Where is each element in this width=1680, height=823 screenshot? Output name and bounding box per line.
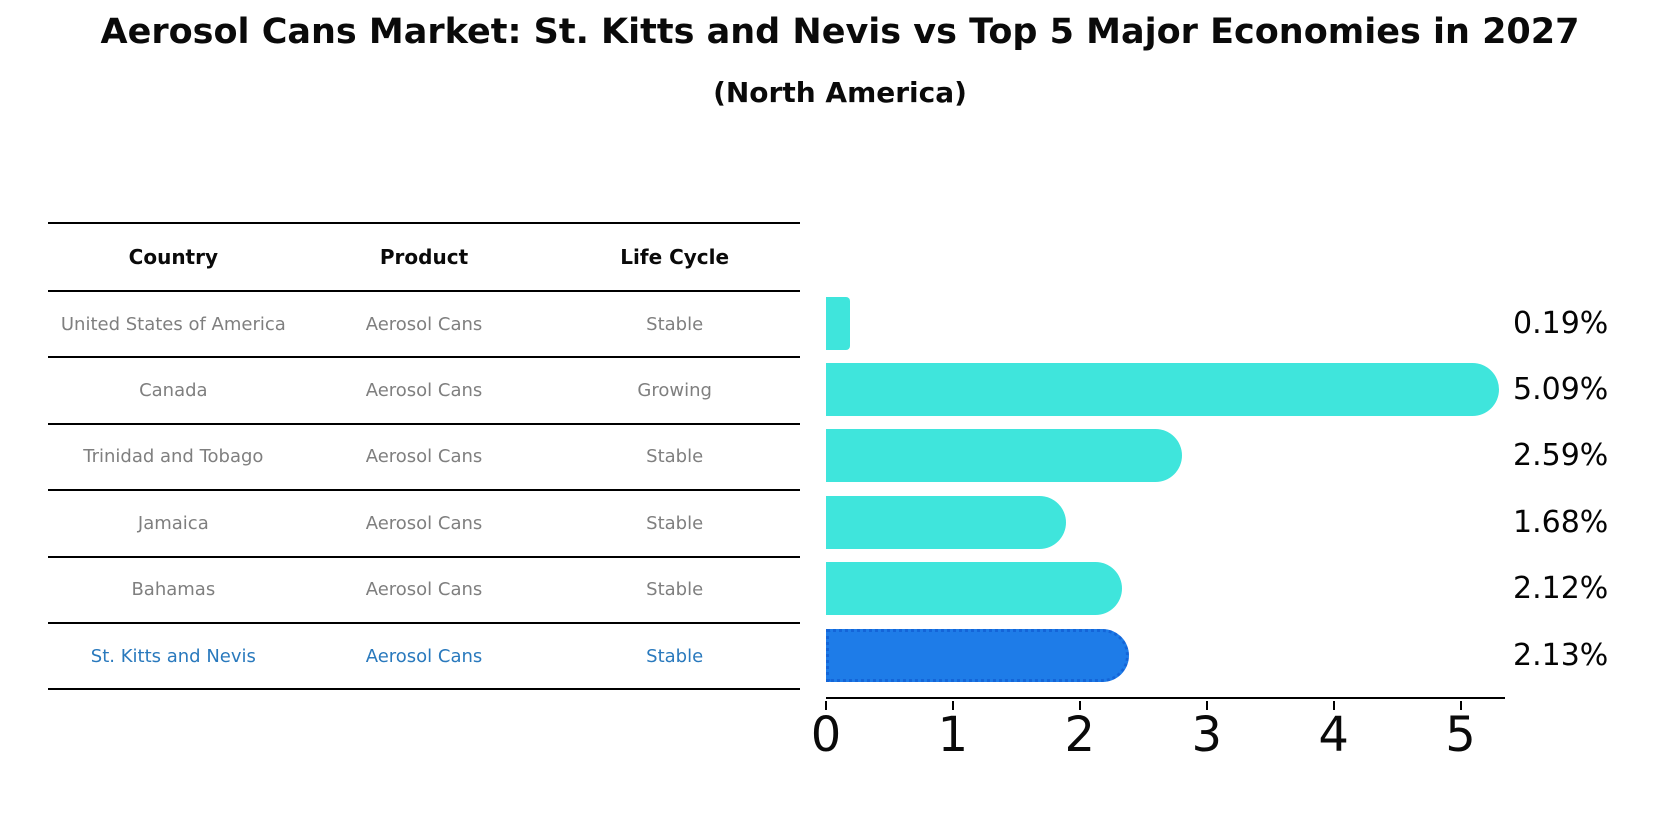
bar-bahamas xyxy=(826,562,1123,616)
life-cycle-cell: Stable xyxy=(646,645,704,667)
bar-jamaica xyxy=(826,495,1067,549)
chart-title: Aerosol Cans Market: St. Kitts and Nevis… xyxy=(100,12,1580,52)
product-cell: Aerosol Cans xyxy=(365,579,483,601)
bar-chart xyxy=(826,290,1505,688)
table-row: Bahamas Aerosol Cans Stable xyxy=(48,558,800,624)
value-label: 1.68% xyxy=(1513,504,1609,540)
value-label: 2.13% xyxy=(1513,637,1609,673)
product-cell: Aerosol Cans xyxy=(365,512,483,534)
life-cycle-cell: Stable xyxy=(646,512,704,534)
value-label: 2.12% xyxy=(1513,571,1609,607)
table-row: Trinidad and Tobago Aerosol Cans Stable xyxy=(48,425,800,492)
x-axis-tick xyxy=(1078,701,1081,710)
x-axis-line: 0 1 2 3 4 5 xyxy=(811,697,1505,763)
x-axis-tick-label: 0 xyxy=(810,707,842,763)
x-axis-tick xyxy=(951,701,954,710)
life-cycle-cell: Stable xyxy=(646,579,704,601)
bar-slot xyxy=(826,423,1505,489)
x-axis-tick-label: 5 xyxy=(1445,707,1476,763)
table-row: United States of America Aerosol Cans St… xyxy=(48,292,800,359)
life-cycle-cell: Growing xyxy=(637,380,712,402)
country-cell: Jamaica xyxy=(137,512,209,534)
x-axis-tick xyxy=(1332,701,1335,710)
country-cell: Canada xyxy=(139,380,208,402)
bar-slot xyxy=(826,622,1505,688)
x-axis-tick xyxy=(1459,701,1462,710)
table-header-row: Country Product Life Cycle xyxy=(48,224,800,292)
value-labels: 0.19% 5.09% 2.59% 1.68% 2.12% 2.13% xyxy=(1513,290,1673,688)
table-row: Canada Aerosol Cans Growing xyxy=(48,358,800,425)
bar-canada xyxy=(826,363,1499,417)
country-cell: United States of America xyxy=(60,313,286,335)
x-axis-tick xyxy=(825,701,827,710)
column-header-product: Product xyxy=(379,245,469,269)
country-cell: Bahamas xyxy=(131,579,216,601)
product-cell: Aerosol Cans xyxy=(365,645,483,667)
chart-subtitle: (North America) xyxy=(713,76,967,109)
bar-united-states xyxy=(826,296,851,350)
value-label: 0.19% xyxy=(1513,305,1609,341)
x-axis-tick-label: 3 xyxy=(1191,707,1222,763)
column-header-life-cycle: Life Cycle xyxy=(620,245,730,269)
bar-st-kitts-and-nevis xyxy=(826,628,1130,682)
value-label: 5.09% xyxy=(1513,372,1609,408)
x-axis-tick xyxy=(1205,701,1208,710)
bar-slot xyxy=(826,489,1505,555)
product-cell: Aerosol Cans xyxy=(365,380,483,402)
value-label: 2.59% xyxy=(1513,438,1609,474)
x-axis-tick-label: 4 xyxy=(1318,707,1349,763)
table-row-highlighted: St. Kitts and Nevis Aerosol Cans Stable xyxy=(48,624,800,691)
life-cycle-cell: Stable xyxy=(646,446,704,468)
product-cell: Aerosol Cans xyxy=(365,313,483,335)
country-cell: Trinidad and Tobago xyxy=(83,446,264,468)
x-axis-tick-label: 1 xyxy=(937,707,969,763)
life-cycle-cell: Stable xyxy=(646,313,704,335)
table-row: Jamaica Aerosol Cans Stable xyxy=(48,491,800,558)
bar-slot xyxy=(826,290,1505,356)
product-cell: Aerosol Cans xyxy=(365,446,483,468)
column-header-country: Country xyxy=(128,245,219,269)
x-axis-tick-label: 2 xyxy=(1064,707,1096,763)
country-cell: St. Kitts and Nevis xyxy=(90,645,256,667)
bar-slot xyxy=(826,356,1505,422)
bar-slot xyxy=(826,556,1505,622)
country-table: Country Product Life Cycle United States… xyxy=(48,222,800,691)
bar-trinidad-and-tobago xyxy=(826,429,1182,483)
